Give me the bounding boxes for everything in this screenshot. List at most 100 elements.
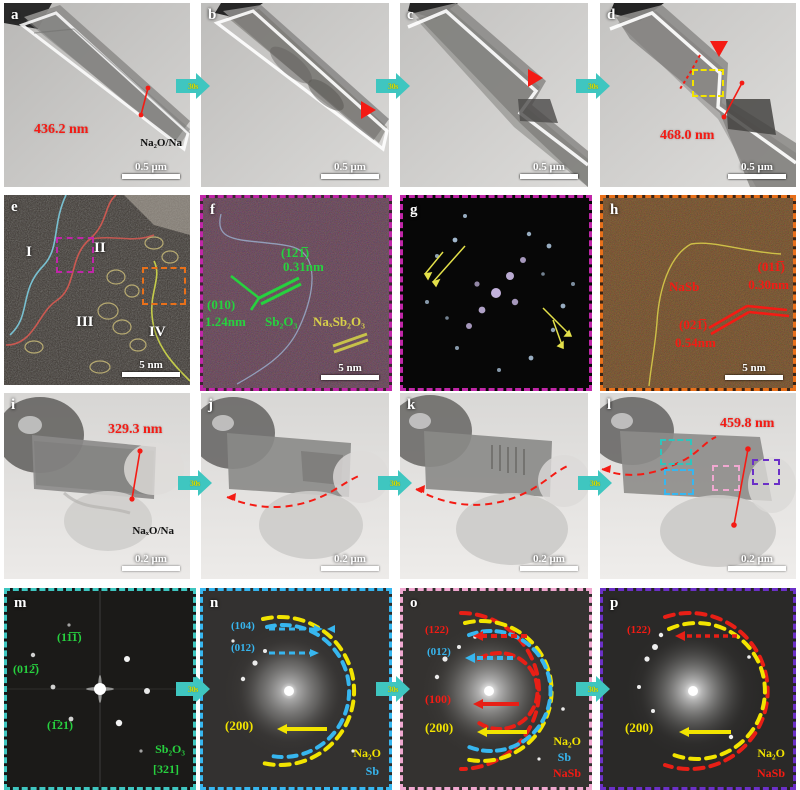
roi-box-purple-l [752,459,780,485]
panel-o: o (122) (012) (100) (200) Na₂O Sb NaSb [400,588,592,790]
scalebar-c: 0.5 μm [520,161,578,179]
scalebar-text-e: 5 nm [139,359,163,371]
panel-j: j 0.2 μm [201,393,389,579]
panel-label-l: l [607,397,612,413]
scalebar-text-k: 0.2 μm [533,553,565,565]
lattice-spacing-f-031: 0.31nm [283,259,324,274]
transition-arrow-i-j: 30s [178,470,212,496]
scalebar-bar-f [321,375,379,380]
region-label-I: I [26,244,32,260]
transition-arrow-b-c: 30s [376,73,410,99]
panel-label-j: j [208,397,213,413]
panel-e: e I II III IV 5 nm [4,195,190,385]
phase-label-i: NaₓO/Na [132,525,174,537]
roi-box-pink-l [712,465,740,491]
scalebar-text-b: 0.5 μm [334,161,366,173]
panel-d: d 468.0 nm 0.5 μm [600,3,796,187]
panel-c: c 0.5 μm [400,3,588,187]
lattice-plane-f-010: (010) [207,297,236,312]
transition-arrow-label-j-k: 30s [389,478,401,488]
red-arrowhead-b [361,101,376,119]
scalebar-a: 0.5 μm [122,161,180,179]
phase-label-o-na2o: Na₂O [553,734,581,748]
transition-arrow-j-k: 30s [378,470,412,496]
scalebar-text-a: 0.5 μm [135,161,167,173]
roi-box-blue-l [664,469,694,495]
diffraction-spot-m-121: (1̅21) [47,718,73,732]
phase-label-p-nasb: NaSb [756,766,785,780]
region-label-III: III [76,314,94,330]
panel-label-d: d [607,7,616,23]
panel-label-c: c [407,7,414,23]
scalebar-text-c: 0.5 μm [533,161,565,173]
panel-b: b 0.5 μm [201,3,389,187]
panel-label-o: o [410,595,418,611]
phase-label-o-sb: Sb [557,750,571,764]
panel-a: a 436.2 nm Na₂O/Na 0.5 μm [4,3,190,187]
scalebar-d: 0.5 μm [728,161,786,179]
panel-label-i: i [11,397,16,413]
scalebar-text-i: 0.2 μm [135,553,167,565]
transition-arrow-a-b: 30s [176,73,210,99]
panel-p: p (122) (200) Na₂O NaSb [600,588,796,790]
region-label-IV: IV [149,324,166,340]
transition-arrow-label-n-o: 30s [387,684,399,694]
phase-label-a: Na₂O/Na [140,137,182,149]
diffraction-ring-n-200: (200) [225,718,254,733]
transition-arrow-label-c-d: 30s [587,81,599,91]
transition-arrow-n-o: 30s [376,676,410,702]
scalebar-l: 0.2 μm [728,553,786,571]
transition-arrow-k-l: 30s [578,470,612,496]
scalebar-bar-d [728,174,786,179]
diffraction-spot-m-012: (012̅) [13,662,39,676]
phase-label-f-sb2o3: Sb₂O₃ [265,314,298,329]
transition-arrow-label-b-c: 30s [387,81,399,91]
diffraction-ring-o-012: (012) [427,646,451,658]
scalebar-h: 5 nm [725,362,783,380]
scalebar-i: 0.2 μm [122,553,180,571]
phase-label-n-na2o: Na₂O [353,746,381,760]
roi-box-orange-e [142,267,186,305]
phase-label-o-nasb: NaSb [552,766,581,780]
transition-arrow-m-n: 30s [176,676,210,702]
diffraction-ring-p-200: (200) [625,720,654,735]
panel-label-f: f [210,202,215,218]
scalebar-bar-j [321,566,379,571]
roi-box-magenta-e [56,237,94,273]
scalebar-bar-c [520,174,578,179]
lattice-plane-h-021: (021̅) [679,317,708,332]
phase-label-m-sb2o3: Sb₂O₃ [155,742,185,756]
panel-f: f (121̅) 0.31nm (010) 1.24nm Sb₂O₃ NaₓSb… [200,195,392,391]
panel-g: g [400,195,592,391]
panel-label-g: g [410,202,418,218]
lattice-plane-f-121: (121̅) [281,245,310,260]
phase-label-n-sb: Sb [365,764,379,778]
panel-label-k: k [407,397,416,413]
transition-arrow-o-p: 30s [576,676,610,702]
panel-k: k 0.2 μm [400,393,588,579]
transition-arrow-label-a-b: 30s [187,81,199,91]
phase-label-p-na2o: Na₂O [757,746,785,760]
transition-arrow-label-m-n: 30s [187,684,199,694]
phase-label-f-naxsb2o3: NaₓSb₂O₃ [313,314,365,329]
red-arrowhead-d [710,41,728,57]
panel-label-h: h [610,202,619,218]
measurement-a: 436.2 nm [34,122,89,137]
panel-label-a: a [11,7,19,23]
scalebar-bar-l [728,566,786,571]
scalebar-text-f: 5 nm [338,362,362,374]
lattice-spacing-h-054: 0.54nm [675,335,716,350]
scalebar-bar-h [725,375,783,380]
diffraction-spot-m-111: (11̅1̅) [57,630,82,644]
scalebar-text-d: 0.5 μm [741,161,773,173]
panel-label-m: m [14,595,27,611]
roi-box-yellow-d [692,69,724,97]
scalebar-bar-k [520,566,578,571]
red-arrowhead-c [528,69,543,87]
panel-label-e: e [11,199,18,215]
region-label-II: II [94,240,106,256]
phase-label-h-nasb: NaSb [669,279,700,294]
diffraction-ring-o-122: (122) [425,624,449,636]
measurement-l: 459.8 nm [720,416,775,431]
